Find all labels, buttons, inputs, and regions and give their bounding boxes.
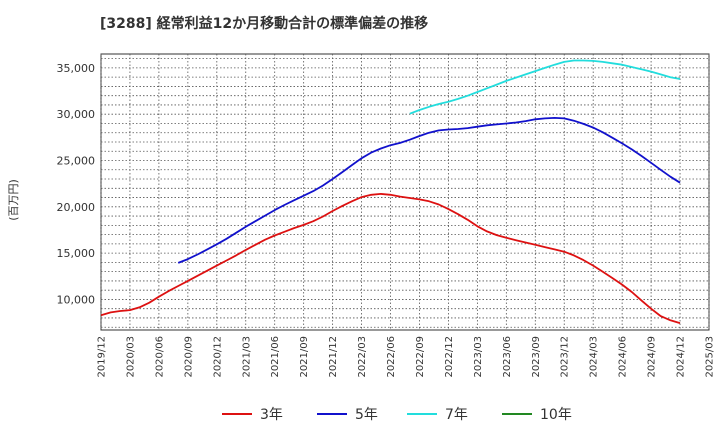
x-tick-label: 2021/03 — [241, 336, 252, 378]
x-tick-label: 2024/12 — [676, 336, 687, 378]
y-tick-label: 10,000 — [57, 293, 96, 306]
legend-label-3年: 3年 — [260, 407, 283, 423]
legend-label-7年: 7年 — [445, 407, 468, 423]
y-tick-label: 15,000 — [57, 247, 96, 260]
legend-label-5年: 5年 — [355, 407, 378, 423]
plot-area — [100, 53, 710, 331]
x-tick-label: 2022/12 — [444, 336, 455, 378]
x-tick-label: 2022/06 — [386, 336, 397, 378]
x-tick-label: 2022/09 — [415, 336, 426, 378]
x-tick-label: 2024/09 — [647, 336, 658, 378]
x-tick-label: 2020/03 — [125, 336, 136, 378]
y-axis-ticks: 10,000 15,000 20,000 25,000 30,000 35,000 — [57, 62, 96, 307]
x-axis-ticks: 2019/12 2020/03 2020/06 2020/09 2020/12 2021/… — [97, 336, 716, 378]
x-tick-label: 2025/03 — [705, 336, 716, 378]
x-tick-label: 2020/06 — [154, 336, 165, 378]
x-tick-label: 2024/06 — [618, 336, 629, 378]
x-tick-label: 2020/09 — [183, 336, 194, 378]
x-tick-label: 2023/09 — [531, 336, 542, 378]
y-tick-label: 20,000 — [57, 201, 96, 214]
x-tick-label: 2021/09 — [299, 336, 310, 378]
series-line-5年 — [177, 117, 681, 264]
y-axis-label: (百万円) — [7, 179, 20, 221]
y-tick-label: 25,000 — [57, 155, 96, 168]
x-tick-label: 2021/12 — [328, 336, 339, 378]
grid — [100, 54, 710, 330]
chart-title: [3288] 経常利益12か月移動合計の標準偏差の推移 — [100, 15, 428, 32]
legend-label-10年: 10年 — [540, 407, 572, 423]
legend: 3年 5年 7年 10年 — [222, 407, 572, 423]
y-tick-label: 30,000 — [57, 108, 96, 121]
x-tick-label: 2023/06 — [502, 336, 513, 378]
y-tick-label: 35,000 — [57, 62, 96, 75]
x-tick-label: 2022/03 — [357, 336, 368, 378]
series-line-7年 — [409, 59, 681, 115]
x-tick-label: 2023/12 — [560, 336, 571, 378]
x-tick-label: 2021/06 — [270, 336, 281, 378]
x-tick-label: 2024/03 — [589, 336, 600, 378]
series-lines — [100, 59, 681, 324]
x-tick-label: 2019/12 — [97, 336, 108, 378]
x-tick-label: 2023/03 — [473, 336, 484, 378]
series-line-3年 — [100, 193, 681, 324]
x-tick-label: 2020/12 — [212, 336, 223, 378]
